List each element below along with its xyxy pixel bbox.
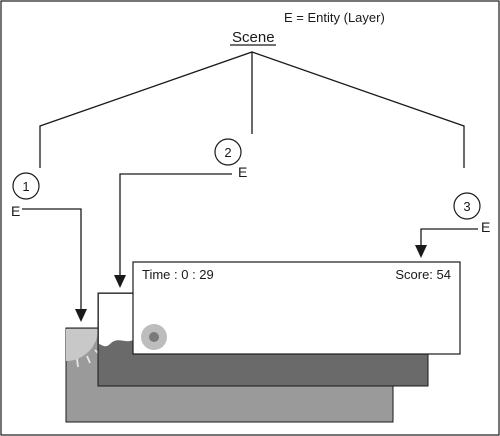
connector-2 [119,173,232,278]
connector-1 [22,208,82,312]
ball-icon [141,324,167,350]
entity-number-circle [214,138,242,166]
legend-text: E = Entity (Layer) [284,10,385,25]
connector-3 [420,228,478,248]
arrowhead-1 [75,309,87,322]
entity-letter: E [481,219,490,235]
arrowheads [75,245,427,322]
hud-score-text: Score: 54 [395,267,451,282]
hud-time-text: Time : 0 : 29 [142,267,214,282]
entity-number-circle [453,192,481,220]
connector-lines [22,173,478,312]
entity-number-circle [12,172,40,200]
entity-letter: E [11,203,20,219]
scene-root-label: Scene [232,29,275,46]
layer-3-hud [132,261,461,355]
entity-number: 2 [224,145,231,160]
entity-letter: E [238,164,247,180]
entity-number: 3 [463,199,470,214]
terrain-sky-gap [99,294,133,347]
arrowhead-2 [114,275,126,288]
entity-node-2: 2 E [214,138,247,180]
entity-number: 1 [22,179,29,194]
arrowhead-3 [415,245,427,258]
entity-node-3: 3 E [453,192,490,235]
entity-node-1: 1 E [11,172,40,219]
tree-branches [39,51,465,168]
